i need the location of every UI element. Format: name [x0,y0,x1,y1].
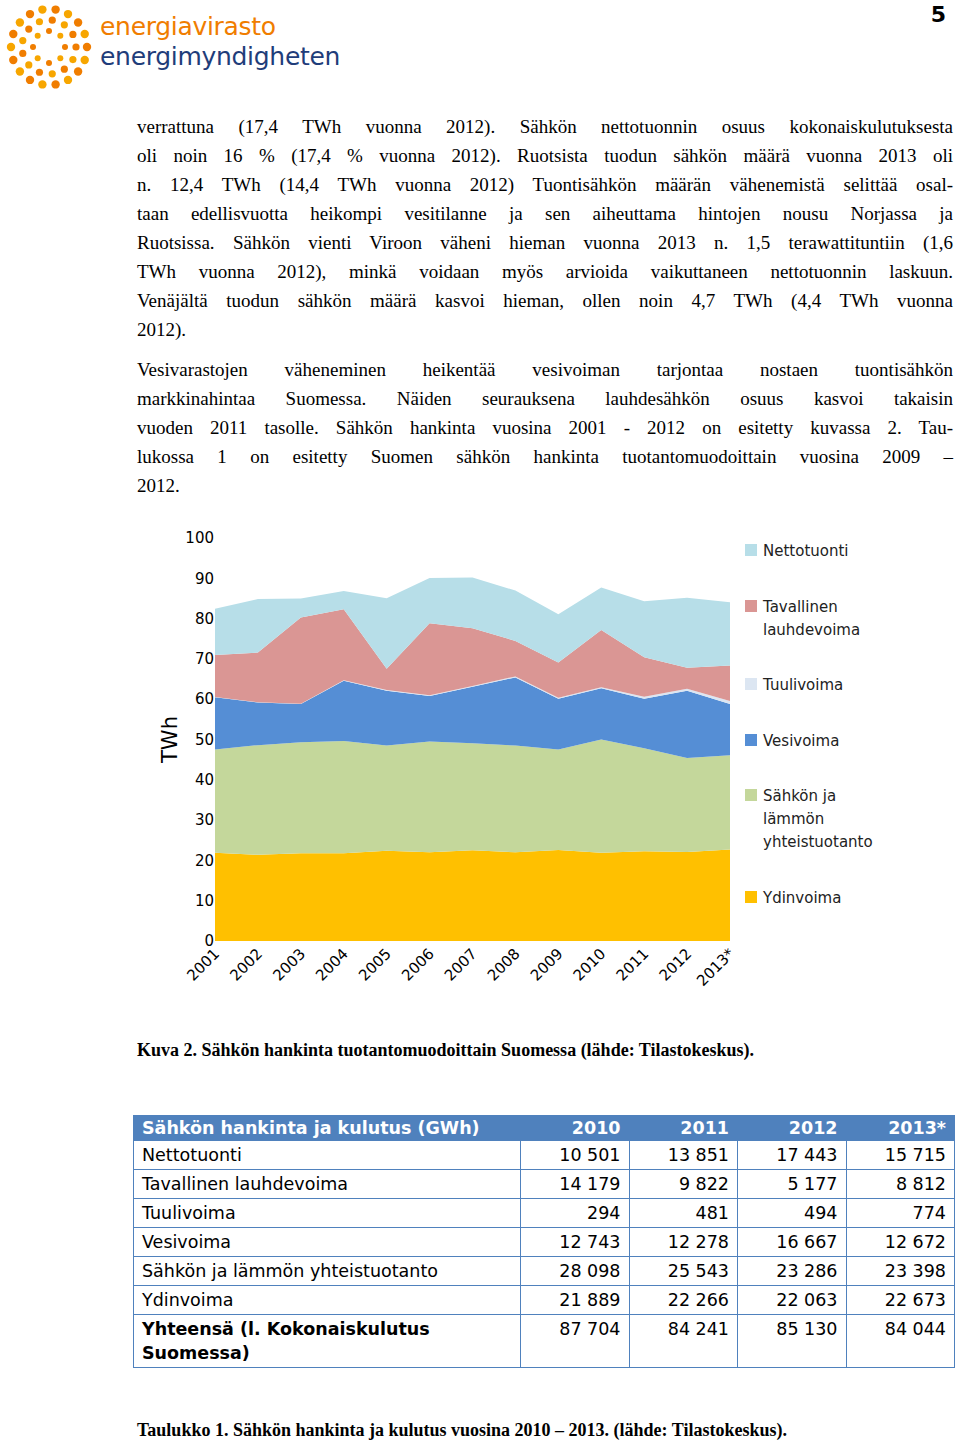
html-text:oli noin 16 % (17,4 % vuonna 2: oli noin 16 % (17,4 % vuonna 2012). Ruot… [137,145,953,166]
html-text:2012: 2012 [788,1118,838,1138]
svg-text:2009: 2009 [527,945,567,985]
svg-text:100: 100 [185,529,214,547]
html-text:15 715: 15 715 [884,1145,946,1165]
html-text:Tavallinen lauhdevoima: Tavallinen lauhdevoima [763,597,861,639]
html-text:12 672: 12 672 [884,1232,946,1252]
html-text:Tuulivoima: Tuulivoima [763,676,844,695]
svg-text:0: 0 [204,932,214,950]
html-text:87 704: 87 704 [559,1319,621,1339]
html-text:85 130: 85 130 [776,1319,838,1339]
svg-text:2003: 2003 [269,945,309,985]
html-text:vuoden 2011 tasolle. Sähkön ha: vuoden 2011 tasolle. Sähkön hankinta vuo… [137,417,953,438]
html-text:TWh vuonna 2012), minkä voidaa: TWh vuonna 2012), minkä voidaan myös arv… [137,261,953,282]
html-text:23 286: 23 286 [776,1261,838,1281]
html-text:Ydinvoima: Ydinvoima [763,889,842,907]
html-text:lukossa 1 on esitetty Suomen s: lukossa 1 on esitetty Suomen sähkön hank… [137,446,953,467]
svg-text:TWh: TWh [158,716,182,764]
html-text:5: 5 [930,2,946,27]
html-text:energiavirasto: energiavirasto [100,12,276,41]
svg-text:50: 50 [195,731,214,749]
svg-text:20: 20 [195,852,214,870]
html-text:2012.: 2012. [137,475,180,496]
html-text:9 822: 9 822 [678,1174,729,1194]
html-text:12 743: 12 743 [559,1232,621,1252]
html-text:84 241: 84 241 [667,1319,729,1339]
html-text:22 063: 22 063 [776,1290,838,1310]
html-text:481: 481 [695,1203,729,1223]
html-text:Kuva 2. Sähkön hankinta tuotan: Kuva 2. Sähkön hankinta tuotantomuodoitt… [137,1040,754,1060]
svg-text:90: 90 [195,570,214,588]
html-text:774: 774 [912,1203,946,1223]
html-text:Venäjältä tuodun sähkön määrä: Venäjältä tuodun sähkön määrä kasvoi hie… [137,290,953,311]
html-text:Tavallinen lauhdevoima: Tavallinen lauhdevoima [142,1174,348,1194]
html-text:84 044: 84 044 [884,1319,946,1339]
html-text:17 443: 17 443 [776,1145,838,1165]
html-text:Vesivarastojen väheneminen hei: Vesivarastojen väheneminen heikentää ves… [137,359,953,380]
html-text:markkinahintaa Suomessa. Näide: markkinahintaa Suomessa. Näiden seurauks… [137,388,953,409]
html-text:Sähkön ja lämmön yhteistuotant: Sähkön ja lämmön yhteistuotanto [763,787,873,852]
svg-text:2002: 2002 [226,945,266,985]
html-text:8 812: 8 812 [895,1174,946,1194]
svg-text:2007: 2007 [441,945,481,985]
html-text:taan edellisvuotta heikompi ve: taan edellisvuotta heikompi vesitilanne … [137,203,953,224]
html-text:2013*: 2013* [888,1118,946,1138]
svg-text:2005: 2005 [355,945,395,985]
html-text:Nettotuonti: Nettotuonti [142,1145,242,1165]
html-text:Vesivoima: Vesivoima [142,1232,232,1252]
html-text:Ruotsissa. Sähkön vienti Viroo: Ruotsissa. Sähkön vienti Viroon väheni h… [137,232,953,253]
html-text:10 501: 10 501 [559,1145,621,1165]
html-text:22 673: 22 673 [884,1290,946,1310]
html-text:Nettotuonti: Nettotuonti [763,542,849,560]
html-text:energimyndigheten: energimyndigheten [100,42,341,71]
html-text:28 098: 28 098 [559,1261,621,1281]
html-text:23 398: 23 398 [884,1261,946,1281]
svg-text:2001: 2001 [183,945,223,985]
svg-text:70: 70 [195,650,214,668]
svg-text:2013*: 2013* [693,945,738,990]
html-text:Sähkön hankinta ja kulutus (GW: Sähkön hankinta ja kulutus (GWh) [142,1118,480,1138]
html-text:2011: 2011 [680,1118,729,1138]
svg-text:60: 60 [195,690,214,708]
html-text:25 543: 25 543 [667,1261,729,1281]
html-text:Tuulivoima: Tuulivoima [142,1203,236,1223]
html-text:Ydinvoima: Ydinvoima [142,1290,234,1310]
html-text:Sähkön ja lämmön yhteistuotant: Sähkön ja lämmön yhteistuotanto [142,1261,438,1281]
html-text:Vesivoima: Vesivoima [763,731,840,750]
html-text:Yhteensä (l. Kokonaiskulutus S: Yhteensä (l. Kokonaiskulutus Suomessa) [142,1319,430,1363]
html-text:294: 294 [587,1203,621,1223]
svg-text:2010: 2010 [570,945,610,985]
svg-text:2004: 2004 [312,945,352,985]
html-text:14 179: 14 179 [559,1174,621,1194]
html-text:22 266: 22 266 [667,1290,729,1310]
svg-text:2012: 2012 [655,945,695,985]
html-text:2012).: 2012). [137,319,187,340]
svg-text:2006: 2006 [398,945,438,985]
html-text:494: 494 [804,1203,838,1223]
html-text:2010: 2010 [571,1118,621,1138]
svg-text:10: 10 [195,892,214,910]
svg-text:30: 30 [195,811,214,829]
html-text:12 278: 12 278 [667,1232,729,1252]
svg-text:40: 40 [195,771,214,789]
html-text:n. 12,4 TWh (14,4 TWh vuonna 2: n. 12,4 TWh (14,4 TWh vuonna 2012) Tuont… [137,174,953,195]
svg-text:2011: 2011 [613,945,653,985]
html-text:13 851: 13 851 [667,1145,729,1165]
svg-text:80: 80 [195,610,214,628]
svg-text:2008: 2008 [484,945,524,985]
html-text:verrattuna (17,4 TWh vuonna 20: verrattuna (17,4 TWh vuonna 2012). Sähkö… [137,116,953,137]
html-text:Taulukko 1. Sähkön hankinta ja: Taulukko 1. Sähkön hankinta ja kulutus v… [137,1420,787,1440]
html-text:16 667: 16 667 [776,1232,838,1252]
html-text:21 889: 21 889 [559,1290,621,1310]
html-text:5 177: 5 177 [787,1174,838,1194]
